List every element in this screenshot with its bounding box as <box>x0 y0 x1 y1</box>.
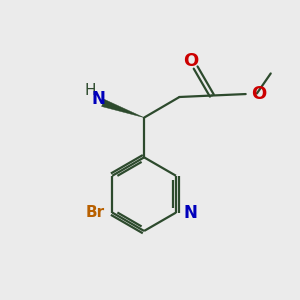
Text: N: N <box>183 204 197 222</box>
Text: H: H <box>85 83 96 98</box>
Text: Br: Br <box>86 205 105 220</box>
Text: N: N <box>92 90 105 108</box>
Polygon shape <box>102 99 144 118</box>
Text: O: O <box>251 85 266 103</box>
Text: O: O <box>183 52 198 70</box>
